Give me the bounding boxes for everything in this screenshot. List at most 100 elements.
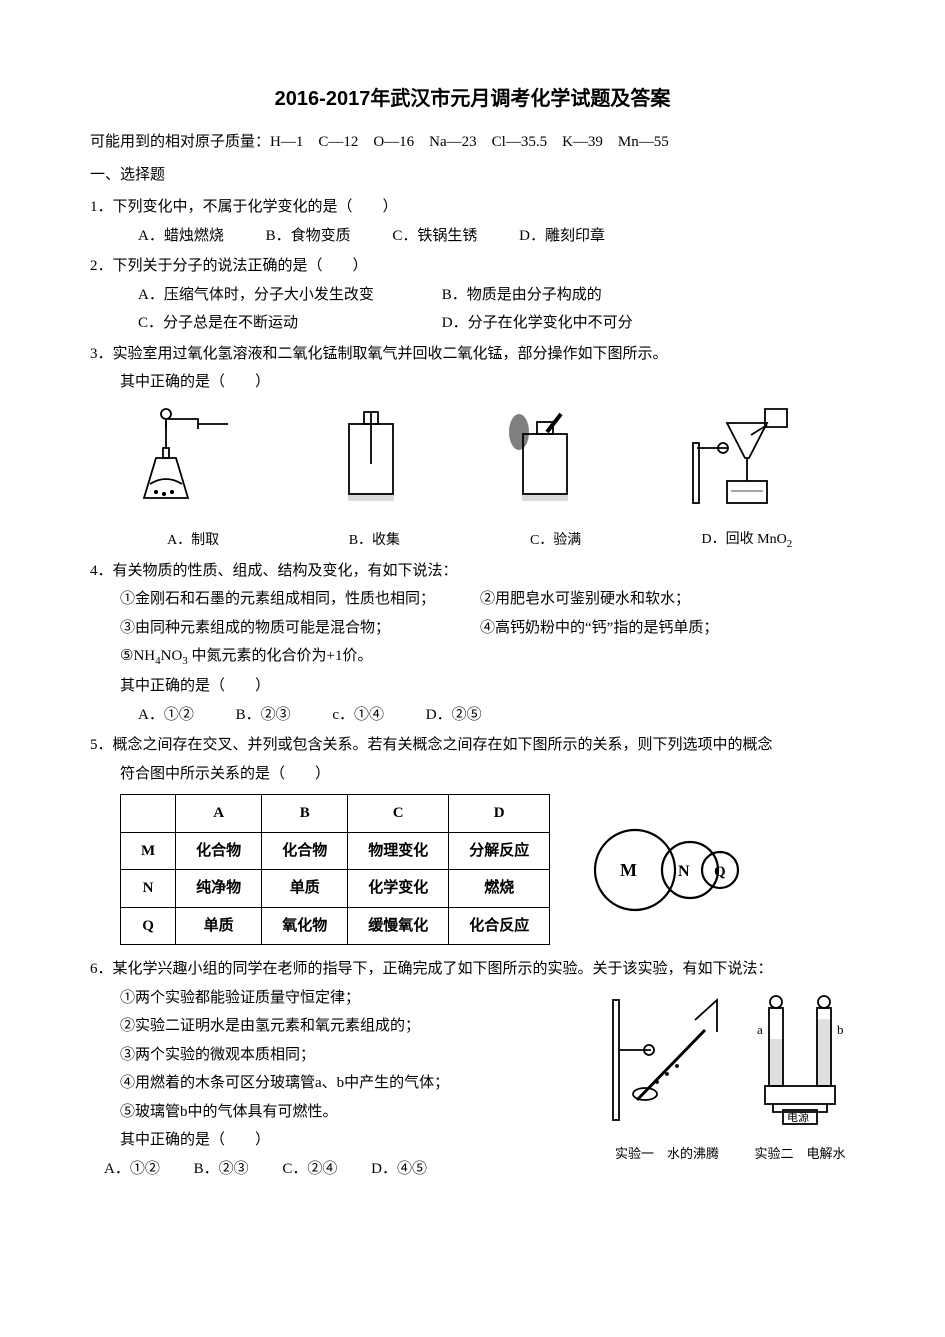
q6-statements: ①两个实验都能验证质量守恒定律； ②实验二证明水是由氢元素和氧元素组成的； ③两…	[90, 984, 597, 1184]
q4-s3: ③由同种元素组成的物质可能是混合物；	[120, 614, 480, 643]
table-row: N 纯净物 单质 化学变化 燃烧	[121, 870, 550, 908]
cell: 化合物	[176, 832, 262, 870]
cell: N	[121, 870, 176, 908]
q3-fig-a: A．制取	[138, 404, 248, 555]
tube-b-label: b	[837, 1022, 844, 1037]
q6-s3: ③两个实验的微观本质相同；	[120, 1041, 597, 1070]
q6-tail: 其中正确的是（ ）	[120, 1126, 597, 1155]
q6-options: A．①② B．②③ C．②④ D．④⑤	[104, 1155, 597, 1184]
cell: 化学变化	[348, 870, 449, 908]
q4-s2: ②用肥皂水可鉴别硬水和软水；	[480, 585, 690, 614]
q6-fig1-label: 实验一 水的沸腾	[607, 1142, 727, 1167]
q2-options-row1: A．压缩气体时，分子大小发生改变 B．物质是由分子构成的	[90, 281, 855, 310]
q4-s5-sub2: 3	[182, 655, 188, 667]
q1-option-b: B．食物变质	[266, 222, 351, 251]
q6-option-c: C．②④	[282, 1155, 337, 1184]
q6-s1: ①两个实验都能验证质量守恒定律；	[120, 984, 597, 1013]
electrolysis-icon: a b 电源	[745, 990, 855, 1130]
q2-stem: 2．下列关于分子的说法正确的是（ ）	[90, 252, 855, 281]
q3-cap-d-formula: MnO	[757, 532, 787, 547]
q3-cap-d: D．回收 MnO2	[687, 527, 807, 555]
q3-cap-c: C．验满	[501, 528, 611, 555]
q6-fig-1: 实验一 水的沸腾	[607, 990, 727, 1167]
q3-fig-c: C．验满	[501, 404, 611, 555]
cell: 燃烧	[449, 870, 550, 908]
power-label: 电源	[787, 1110, 809, 1124]
q4-stem: 4．有关物质的性质、组成、结构及变化，有如下说法：	[90, 557, 855, 586]
q4-tail: 其中正确的是（ ）	[120, 672, 855, 701]
q6-fig2-label: 实验二 电解水	[745, 1142, 855, 1167]
q1-option-d: D．雕刻印章	[519, 222, 605, 251]
cell: 化合物	[262, 832, 348, 870]
question-6: 6．某化学兴趣小组的同学在老师的指导下，正确完成了如下图所示的实验。关于该实验，…	[90, 955, 855, 1183]
q2-option-a: A．压缩气体时，分子大小发生改变	[138, 281, 438, 310]
cell: 缓慢氧化	[348, 907, 449, 945]
concept-table: A B C D M 化合物 化合物 物理变化 分解反应 N 纯净物 单质 化学变…	[120, 794, 550, 945]
q1-stem: 1．下列变化中，不属于化学变化的是（ ）	[90, 193, 855, 222]
q6-s5: ⑤玻璃管b中的气体具有可燃性。	[120, 1098, 597, 1127]
th-c: C	[348, 795, 449, 833]
q5-stem-2: 符合图中所示关系的是（ ）	[90, 760, 855, 789]
cell: 物理变化	[348, 832, 449, 870]
cell: 分解反应	[449, 832, 550, 870]
q4-s5-prefix: ⑤NH	[120, 648, 155, 664]
question-2: 2．下列关于分子的说法正确的是（ ） A．压缩气体时，分子大小发生改变 B．物质…	[90, 252, 855, 338]
q4-option-d: D．②⑤	[426, 701, 482, 730]
boiling-water-icon	[607, 990, 727, 1130]
question-3: 3．实验室用过氧化氢溶液和二氧化锰制取氧气并回收二氧化锰，部分操作如下图所示。 …	[90, 340, 855, 555]
cell: Q	[121, 907, 176, 945]
cell: 氧化物	[262, 907, 348, 945]
q4-s5-mid: NO	[161, 648, 183, 664]
th-blank	[121, 795, 176, 833]
q4-s4: ④高钙奶粉中的“钙”指的是钙单质；	[480, 614, 718, 643]
q6-stem: 6．某化学兴趣小组的同学在老师的指导下，正确完成了如下图所示的实验。关于该实验，…	[90, 955, 855, 984]
q3-stem-2: 其中正确的是（ ）	[90, 368, 855, 397]
table-row: M 化合物 化合物 物理变化 分解反应	[121, 832, 550, 870]
q6-s2: ②实验二证明水是由氢元素和氧元素组成的；	[120, 1012, 597, 1041]
q6-fig-2: a b 电源 实验二 电解水	[745, 990, 855, 1167]
tube-a-label: a	[757, 1022, 763, 1037]
flask-apparatus-icon	[138, 404, 248, 514]
q6-body-row: ①两个实验都能验证质量守恒定律； ②实验二证明水是由氢元素和氧元素组成的； ③两…	[90, 984, 855, 1184]
exam-page: 2016-2017年武汉市元月调考化学试题及答案 可能用到的相对原子质量：H—1…	[0, 0, 945, 1337]
q4-statements: ①金刚石和石墨的元素组成相同，性质也相同； ②用肥皂水可鉴别硬水和软水； ③由同…	[90, 585, 855, 700]
q1-option-a: A．蜡烛燃烧	[138, 222, 224, 251]
filter-apparatus-icon	[687, 403, 807, 513]
q3-cap-b: B．收集	[324, 528, 424, 555]
q4-option-c: c．①④	[332, 701, 384, 730]
table-row: Q 单质 氧化物 缓慢氧化 化合反应	[121, 907, 550, 945]
q1-options: A．蜡烛燃烧 B．食物变质 C．铁锅生锈 D．雕刻印章	[90, 222, 855, 251]
venn-q-label: Q	[714, 864, 726, 880]
cell: 化合反应	[449, 907, 550, 945]
venn-n-label: N	[678, 863, 690, 880]
q3-figure-row: A．制取 B．收集	[90, 397, 855, 555]
q5-stem-1: 5．概念之间存在交叉、并列或包含关系。若有关概念之间存在如下图所示的关系，则下列…	[90, 731, 855, 760]
table-header-row: A B C D	[121, 795, 550, 833]
page-title: 2016-2017年武汉市元月调考化学试题及答案	[90, 80, 855, 118]
question-1: 1．下列变化中，不属于化学变化的是（ ） A．蜡烛燃烧 B．食物变质 C．铁锅生…	[90, 193, 855, 250]
q4-s5-suffix: 中氮元素的化合价为+1价。	[192, 648, 373, 664]
q3-fig-b: B．收集	[324, 404, 424, 555]
question-5: 5．概念之间存在交叉、并列或包含关系。若有关概念之间存在如下图所示的关系，则下列…	[90, 731, 855, 945]
q2-option-d: D．分子在化学变化中不可分	[442, 309, 742, 338]
q3-cap-d-prefix: D．回收	[702, 532, 754, 547]
q6-s4: ④用燃着的木条可区分玻璃管a、b中产生的气体；	[120, 1069, 597, 1098]
test-full-icon	[501, 404, 611, 514]
th-d: D	[449, 795, 550, 833]
q3-stem-1: 3．实验室用过氧化氢溶液和二氧化锰制取氧气并回收二氧化锰，部分操作如下图所示。	[90, 340, 855, 369]
q4-s1: ①金刚石和石墨的元素组成相同，性质也相同；	[120, 585, 480, 614]
q3-fig-d: D．回收 MnO2	[687, 403, 807, 555]
q4-option-b: B．②③	[236, 701, 291, 730]
cell: 单质	[176, 907, 262, 945]
q6-option-d: D．④⑤	[371, 1155, 427, 1184]
th-a: A	[176, 795, 262, 833]
q4-options: A．①② B．②③ c．①④ D．②⑤	[90, 701, 855, 730]
q2-option-b: B．物质是由分子构成的	[442, 281, 742, 310]
q2-option-c: C．分子总是在不断运动	[138, 309, 438, 338]
q6-figures: 实验一 水的沸腾	[607, 984, 855, 1167]
q6-option-a: A．①②	[104, 1155, 160, 1184]
cell: 纯净物	[176, 870, 262, 908]
q2-options-row2: C．分子总是在不断运动 D．分子在化学变化中不可分	[90, 309, 855, 338]
section-heading: 一、选择题	[90, 161, 855, 190]
q3-cap-a: A．制取	[138, 528, 248, 555]
